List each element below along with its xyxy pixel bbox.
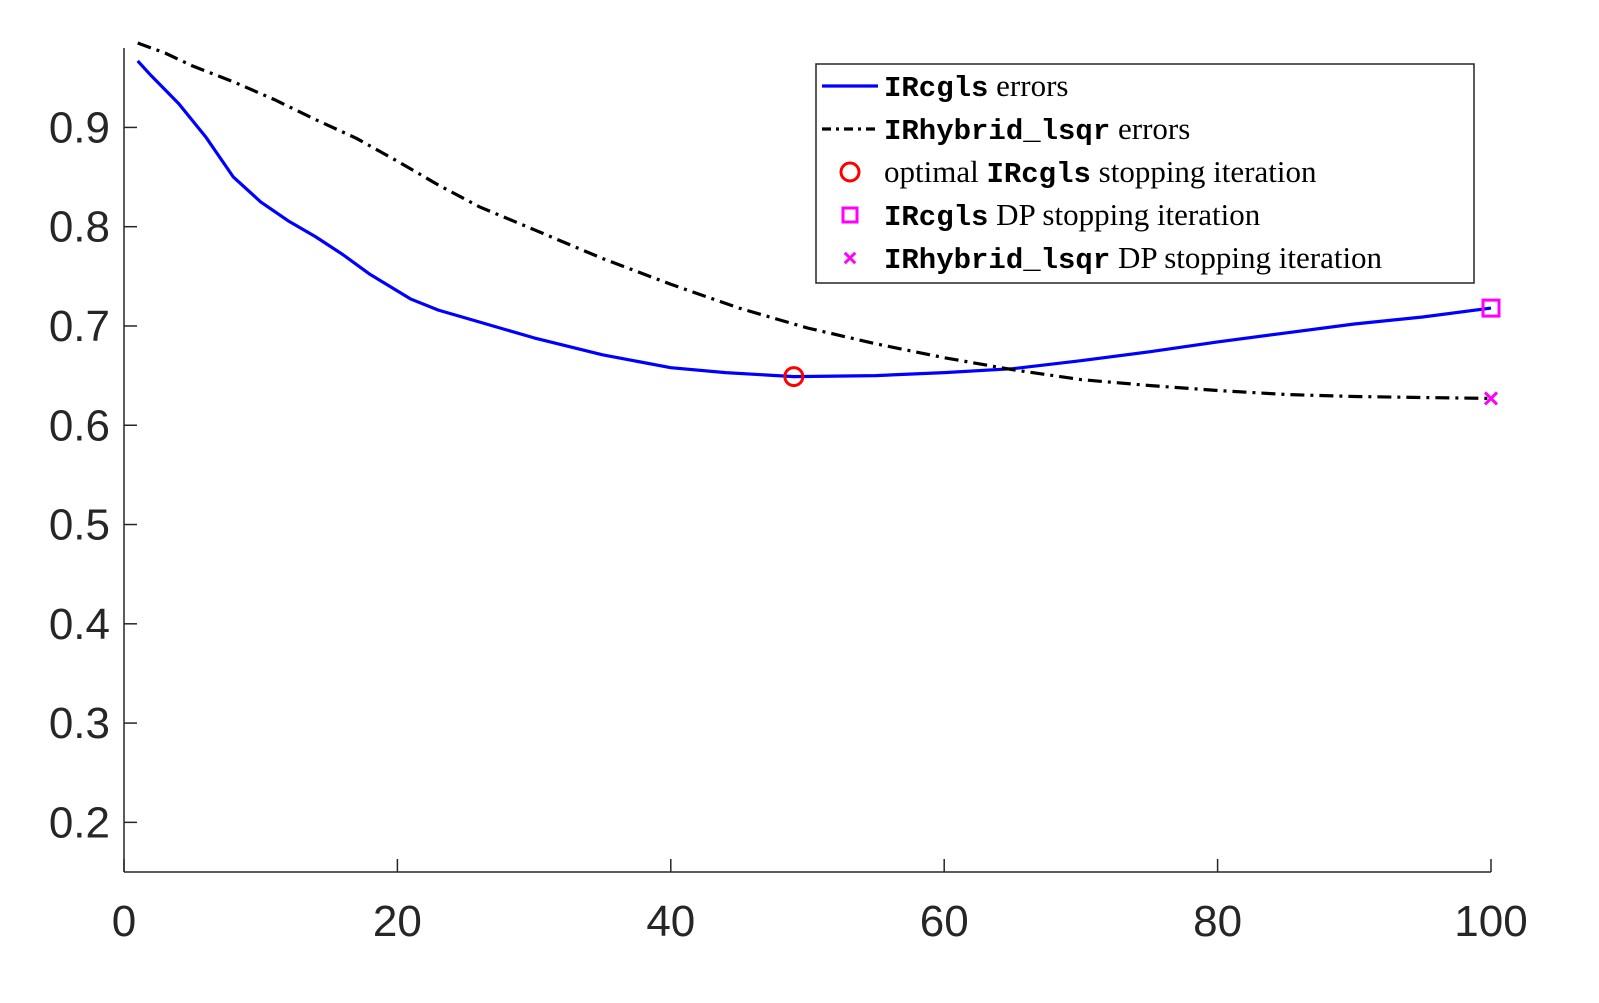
x-tick-label: 60 — [920, 897, 969, 946]
legend-entry-label: IRhybrid_lsqr DP stopping iteration — [884, 240, 1383, 277]
y-tick-label: 0.4 — [49, 600, 110, 649]
legend: IRcgls errors IRhybrid_lsqr errors optimal… — [815, 63, 1475, 284]
marker-x-3 — [1483, 391, 1499, 406]
legend-entry-label: IRcgls errors — [884, 68, 1068, 105]
y-tick-label: 0.5 — [49, 501, 110, 550]
plot-area — [136, 41, 1492, 400]
x-tick-label: 40 — [646, 897, 695, 946]
legend-marker-sample — [841, 206, 859, 224]
y-tick-label: 0.7 — [49, 302, 110, 351]
x-tick-label: 0 — [112, 897, 136, 946]
y-tick-label: 0.2 — [49, 798, 110, 847]
legend-marker-sample — [839, 161, 861, 183]
y-tick-label: 0.8 — [49, 203, 110, 252]
legend-entry-label: optimal IRcgls stopping iteration — [884, 154, 1317, 191]
y-tick-label: 0.9 — [49, 103, 110, 152]
marker-square-2 — [1481, 298, 1501, 318]
legend-entry-label: IRcgls DP stopping iteration — [884, 197, 1261, 234]
marker-circle-1 — [783, 366, 805, 388]
x-tick-label: 100 — [1454, 897, 1527, 946]
stopping-markers — [783, 298, 1501, 406]
series-line-1 — [136, 59, 1492, 379]
x-tick-label: 80 — [1193, 897, 1242, 946]
y-tick-label: 0.6 — [49, 401, 110, 450]
y-tick-label: 0.3 — [49, 699, 110, 748]
legend-marker-sample — [843, 251, 857, 265]
legend-box — [815, 63, 1475, 284]
series-line-2 — [137, 41, 1492, 400]
legend-entry-label: IRhybrid_lsqr errors — [884, 111, 1190, 148]
axes: 0 20 40 60 80 100 0.2 0.3 0.4 0.5 0.6 0.7 0.8 0.9 — [49, 48, 1528, 946]
x-tick-label: 20 — [373, 897, 422, 946]
